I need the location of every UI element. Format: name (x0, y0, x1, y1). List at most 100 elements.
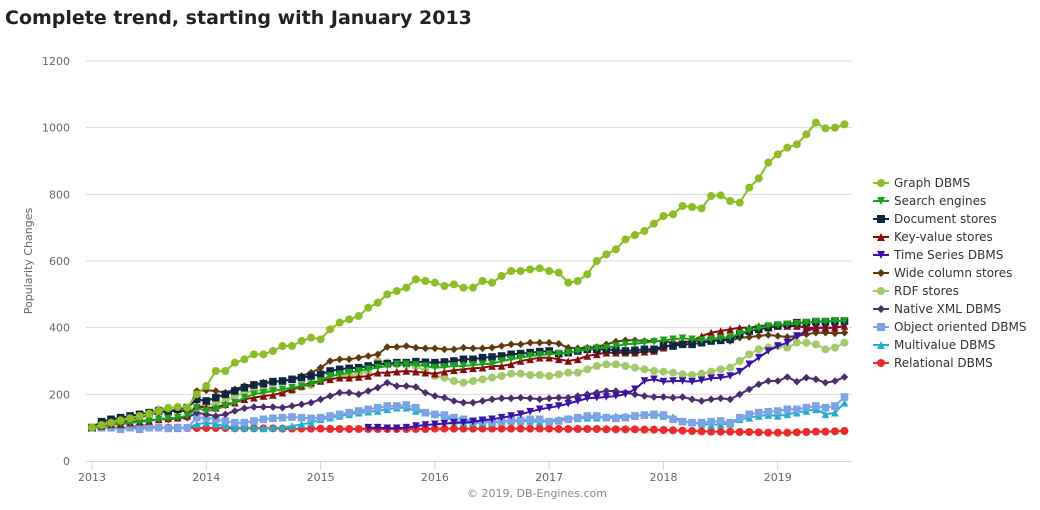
data-point (602, 387, 611, 395)
legend-item[interactable]: Native XML DBMS (873, 302, 1001, 316)
y-tick-label: 1200 (42, 55, 70, 68)
legend-label: Graph DBMS (894, 176, 970, 190)
data-point (707, 335, 715, 344)
data-point (240, 383, 249, 392)
data-point (402, 360, 411, 369)
data-point (764, 347, 773, 355)
data-point (840, 398, 849, 407)
data-point (649, 425, 658, 434)
data-point (716, 373, 725, 382)
data-point (611, 245, 620, 254)
data-point (535, 371, 544, 379)
data-point (250, 423, 258, 432)
data-point (564, 343, 573, 352)
data-point (545, 338, 553, 347)
data-point (345, 368, 353, 377)
data-point (745, 326, 754, 335)
data-point (354, 425, 363, 433)
data-point (488, 395, 496, 404)
data-point (212, 387, 220, 395)
data-point (421, 368, 430, 377)
series-time-series-dbms[interactable] (364, 322, 849, 433)
data-point (373, 363, 382, 372)
data-point (364, 365, 373, 374)
data-point (497, 272, 506, 280)
data-point (326, 392, 334, 400)
data-point (497, 352, 506, 360)
data-point (659, 336, 668, 345)
data-point (288, 422, 296, 430)
credits[interactable]: © 2019, DB-Engines.com (467, 487, 607, 500)
data-point (469, 283, 477, 292)
data-point (316, 424, 325, 433)
data-point (650, 410, 658, 419)
data-point (535, 395, 544, 404)
data-point (450, 366, 458, 375)
data-point (288, 375, 296, 384)
data-point (450, 357, 458, 365)
data-point (516, 424, 525, 433)
data-point (792, 428, 801, 437)
data-point (192, 395, 201, 404)
legend-item[interactable]: Multivalue DBMS (873, 338, 995, 352)
data-point (411, 275, 420, 284)
data-point (516, 410, 525, 419)
legend-symbol (877, 251, 885, 259)
data-point (783, 338, 792, 347)
data-point (669, 377, 677, 385)
series-graph-dbms[interactable] (88, 118, 849, 432)
legend-symbol (877, 215, 885, 223)
data-point (593, 393, 601, 402)
y-tick-label: 1000 (42, 122, 70, 135)
data-point (373, 368, 382, 377)
x-axis: 2013 2014 2015 2016 2017 2018 2019 (78, 461, 852, 484)
data-point (564, 368, 573, 377)
legend-item[interactable]: RDF stores (873, 284, 959, 298)
data-point (478, 424, 487, 433)
data-point (173, 413, 182, 422)
legend-item[interactable]: Graph DBMS (873, 176, 970, 190)
data-point (192, 403, 201, 412)
data-point (802, 318, 811, 327)
data-point (431, 392, 439, 400)
series-wide-column-stores[interactable] (88, 328, 849, 432)
data-point (240, 418, 249, 427)
legend-item[interactable]: Wide column stores (873, 266, 1012, 280)
data-point (459, 343, 468, 352)
data-point (107, 418, 116, 427)
data-point (459, 362, 468, 370)
data-point (335, 318, 344, 327)
legend-item[interactable]: Document stores (873, 212, 997, 226)
data-point (297, 400, 306, 409)
data-point (192, 390, 201, 399)
data-point (811, 118, 820, 127)
data-point (764, 428, 773, 437)
legend-item[interactable]: Object oriented DBMS (873, 320, 1026, 334)
series-search-engines[interactable] (88, 317, 849, 432)
data-point (573, 277, 582, 285)
data-point (602, 425, 611, 434)
legend-item[interactable]: Relational DBMS (873, 356, 993, 370)
data-point (659, 393, 668, 401)
data-point (621, 235, 630, 244)
data-point (497, 342, 506, 350)
x-tick-label: 2019 (764, 471, 792, 484)
data-point (383, 362, 392, 370)
data-point (564, 357, 573, 365)
data-point (659, 426, 668, 434)
legend-label: Search engines (894, 194, 986, 208)
data-point (526, 407, 534, 416)
data-point (554, 268, 563, 277)
data-point (554, 349, 563, 358)
data-point (726, 427, 735, 436)
legend-item[interactable]: Search engines (873, 194, 986, 208)
data-point (440, 424, 449, 433)
series-relational-dbms[interactable] (88, 423, 849, 437)
data-point (326, 325, 335, 334)
data-point (812, 375, 820, 384)
legend-item[interactable]: Key-value stores (873, 230, 993, 244)
data-point (116, 425, 125, 434)
data-point (240, 355, 249, 364)
data-point (497, 424, 506, 433)
legend-item[interactable]: Time Series DBMS (873, 248, 1003, 262)
